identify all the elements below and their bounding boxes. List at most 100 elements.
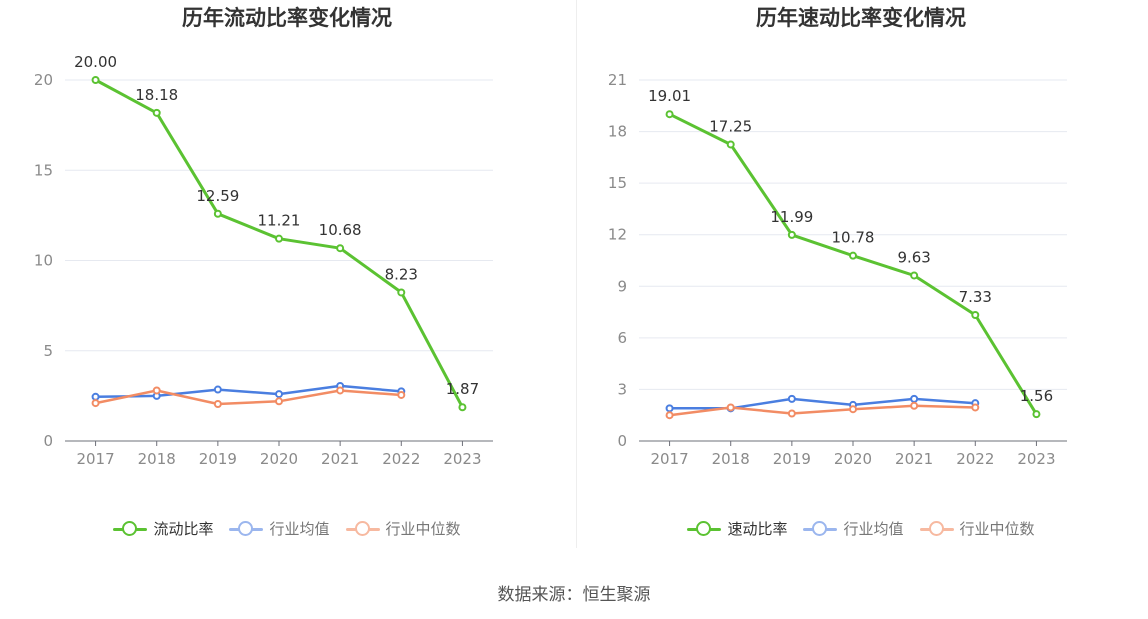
legend-swatch-median: [919, 520, 954, 538]
y-tick-label: 0: [617, 432, 627, 450]
legend-item-main[interactable]: 速动比率: [687, 518, 787, 539]
legend-label-avg: 行业均值: [843, 520, 904, 538]
x-tick-label: 2018: [138, 450, 176, 468]
data-point-median: [665, 411, 674, 420]
y-tick-label: 5: [43, 342, 53, 360]
data-point-main: [726, 140, 735, 149]
chart-title: 历年流动比率变化情况: [182, 6, 392, 30]
x-tick-label: 2021: [895, 450, 933, 468]
data-point-median: [152, 386, 161, 395]
data-label: 1.56: [1020, 387, 1053, 405]
legend: 速动比率 行业均值 行业中位数: [574, 518, 1148, 539]
panel-divider: [576, 0, 577, 548]
data-label: 20.00: [74, 53, 117, 71]
data-label: 11.99: [770, 208, 813, 226]
data-point-main: [275, 234, 283, 243]
legend-item-avg[interactable]: 行业均值: [229, 518, 330, 539]
x-tick-label: 2023: [1017, 450, 1055, 468]
x-tick-label: 2020: [834, 450, 872, 468]
x-tick-label: 2023: [443, 450, 481, 468]
y-tick-label: 6: [617, 329, 627, 347]
legend-item-main[interactable]: 流动比率: [113, 518, 213, 539]
x-tick-label: 2020: [260, 450, 298, 468]
legend-item-median[interactable]: 行业中位数: [919, 518, 1035, 539]
data-point-median: [397, 390, 406, 399]
quick-ratio-panel: 历年速动比率变化情况 0 3 6 9 12 15 18 21 2017 2018 2019 2020 2…: [574, 0, 1148, 560]
series-line-avg: [95, 384, 402, 399]
legend-swatch-avg: [229, 520, 264, 538]
data-point-median: [213, 399, 222, 408]
y-tick-label: 9: [617, 277, 627, 295]
current-ratio-panel: 历年流动比率变化情况 0 5 10 15 20 2017 2018 2019 2020 2021 2…: [0, 0, 574, 560]
data-label: 12.59: [196, 187, 239, 205]
data-point-median: [336, 386, 345, 395]
x-tick-label: 2019: [773, 450, 811, 468]
series-line-main: [668, 112, 1038, 415]
data-point-main: [971, 310, 980, 319]
data-point-main: [1032, 410, 1041, 419]
data-point-median: [91, 399, 100, 408]
data-source-note: 数据来源：恒生聚源: [497, 585, 651, 605]
y-tick-label: 10: [34, 252, 53, 270]
x-tick-label: 2022: [956, 450, 994, 468]
data-label: 7.33: [959, 288, 992, 306]
current-ratio-plot: 0 5 10 15 20 2017 2018 2019 2020 2021 2022 2023 20.0…: [34, 53, 493, 468]
x-tick-label: 2022: [382, 450, 420, 468]
data-point-median: [971, 403, 980, 412]
data-point-avg: [91, 392, 100, 401]
data-point-median: [849, 405, 857, 414]
series-line-median: [669, 404, 976, 417]
legend-swatch-avg: [803, 520, 838, 538]
data-point-main: [336, 244, 345, 253]
series-line-median: [95, 389, 402, 406]
legend-label-main: 速动比率: [727, 520, 788, 538]
data-point-avg: [665, 404, 674, 413]
y-tick-label: 0: [43, 432, 53, 450]
y-tick-label: 15: [608, 174, 627, 192]
data-label: 8.23: [385, 265, 418, 283]
x-tick-label: 2017: [76, 450, 114, 468]
data-point-avg: [213, 385, 222, 394]
data-point-median: [910, 401, 919, 410]
y-tick-label: 15: [34, 161, 53, 179]
data-label: 10.78: [832, 229, 875, 247]
y-tick-label: 21: [608, 71, 627, 89]
legend: 流动比率 行业均值 行业中位数: [0, 518, 574, 539]
data-point-main: [787, 230, 796, 239]
y-tick-label: 12: [608, 226, 627, 244]
data-point-median: [275, 397, 283, 406]
data-point-main: [91, 76, 100, 84]
legend-item-avg[interactable]: 行业均值: [803, 518, 904, 539]
legend-item-median[interactable]: 行业中位数: [345, 518, 461, 539]
data-point-main: [458, 403, 467, 412]
x-tick-label: 2021: [321, 450, 359, 468]
data-label: 10.68: [319, 221, 362, 239]
legend-swatch-main: [113, 520, 148, 538]
legend-label-avg: 行业均值: [269, 520, 330, 538]
series-line-main: [94, 78, 464, 408]
data-label: 11.21: [258, 212, 301, 230]
quick-ratio-plot: 0 3 6 9 12 15 18 21 2017 2018 2019 2020 2021 2022 2023…: [608, 71, 1067, 468]
data-point-main: [910, 271, 919, 280]
data-label: 18.18: [135, 86, 178, 104]
x-tick-label: 2018: [712, 450, 750, 468]
legend-label-median: 行业中位数: [959, 520, 1035, 538]
legend-swatch-median: [345, 520, 380, 538]
data-point-main: [213, 209, 222, 218]
chart-title: 历年速动比率变化情况: [756, 6, 966, 30]
y-tick-label: 20: [34, 71, 53, 89]
legend-swatch-main: [687, 520, 722, 538]
data-point-main: [849, 251, 857, 260]
y-tick-label: 18: [608, 123, 627, 141]
data-point-avg: [787, 394, 796, 403]
data-label: 19.01: [648, 87, 691, 105]
data-point-main: [397, 288, 406, 297]
data-point-median: [787, 409, 796, 418]
x-tick-label: 2019: [199, 450, 237, 468]
legend-label-median: 行业中位数: [385, 520, 461, 538]
x-tick-label: 2017: [650, 450, 688, 468]
data-label: 17.25: [709, 117, 752, 135]
data-label: 9.63: [897, 248, 930, 266]
data-label: 1.87: [446, 380, 479, 398]
data-point-main: [665, 110, 674, 119]
